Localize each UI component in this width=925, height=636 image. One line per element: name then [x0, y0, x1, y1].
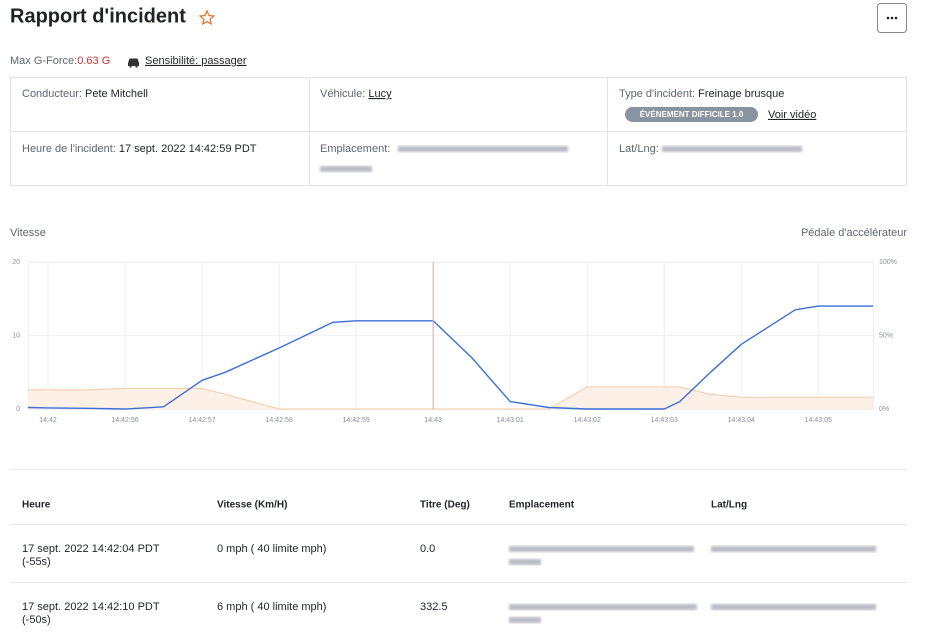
area — [28, 386, 873, 409]
x-tick-label: 14:42:56 — [111, 417, 138, 424]
gforce-label: Max G-Force: — [10, 55, 77, 67]
cell: 6 mph ( 40 limite mph) — [217, 601, 326, 613]
x-tick-label: 14:43:05 — [805, 417, 832, 424]
detail-label: Lat/Lng: — [619, 143, 659, 155]
cell: 0 mph ( 40 limite mph) — [217, 543, 326, 555]
vehicle-icon — [128, 58, 139, 68]
redactions — [509, 546, 876, 623]
x-tick-label: 14:42 — [39, 417, 57, 424]
details-grid — [10, 77, 907, 186]
detail-value: Freinage brusque — [698, 88, 784, 100]
page-title: Rapport d'incident — [10, 5, 186, 27]
redacted — [398, 146, 568, 152]
cell: 332.5 — [420, 601, 448, 613]
detail-label: Emplacement: — [320, 143, 390, 155]
column-header: Vitesse (Km/H) — [217, 500, 287, 511]
detail-value: Pete Mitchell — [85, 88, 148, 100]
x-tick-label: 14:42:59 — [343, 417, 370, 424]
y-axis-title: Vitesse — [10, 227, 46, 239]
column-header: Titre (Deg) — [420, 500, 470, 511]
cell: (-50s) — [22, 614, 51, 626]
cell: 17 sept. 2022 14:42:10 PDT — [22, 601, 160, 613]
y-tick-label: 10 — [12, 332, 20, 339]
redacted — [662, 146, 802, 152]
detail: Heure de l'incident: 17 sept. 2022 14:42… — [22, 143, 257, 155]
y-tick-label: 20 — [12, 259, 20, 266]
detail-label: Type d'incident: — [619, 88, 695, 100]
favorite-star[interactable] — [198, 9, 216, 26]
chart: 0 10 20 0% 50% 100% 14:42 14:42:56 14:42:57 14:42… — [12, 259, 897, 424]
detail: Véhicule: Lucy — [320, 88, 392, 100]
y-tick-label: 0 — [16, 406, 20, 413]
detail: Conducteur: Pete Mitchell — [22, 88, 148, 100]
table: Heure Vitesse (Km/H) Titre (Deg) Emplacemen… — [10, 500, 907, 626]
y2-tick-label: 100% — [879, 259, 897, 266]
badge-text: ÉVÉNEMENT DIFFICILE 1.0 — [640, 110, 744, 119]
badge — [625, 107, 758, 122]
sensitivity-link[interactable]: Sensibilité: passager — [145, 55, 247, 67]
x-tick-label: 14:43:02 — [574, 417, 601, 424]
column-header: Emplacement — [509, 500, 575, 511]
video-link[interactable]: Voir vidéo — [768, 109, 816, 121]
y2-tick-label: 0% — [879, 406, 889, 413]
line — [28, 386, 873, 410]
detail: Type d'incident: Freinage brusque — [619, 88, 784, 100]
x-tick-label: 14:42:58 — [265, 417, 292, 424]
x-tick-label: 14:43 — [424, 417, 442, 424]
y2-tick-label: 50% — [879, 332, 893, 339]
column-header: Lat/Lng — [711, 500, 747, 511]
redacted — [320, 166, 372, 172]
detail-value: 17 sept. 2022 14:42:59 PDT — [119, 143, 257, 155]
detail-label: Heure de l'incident: — [22, 143, 116, 155]
gforce: Max G-Force:0.63 G — [10, 55, 110, 67]
cell: 0.0 — [420, 543, 435, 555]
x-tick-label: 14:43:01 — [497, 417, 524, 424]
y2-axis-title: Pédale d'accélérateur — [801, 227, 907, 239]
x-tick-label: 14:43:03 — [651, 417, 678, 424]
x-tick-label: 14:43:04 — [728, 417, 755, 424]
detail-label: Véhicule: — [320, 88, 365, 100]
cell: 17 sept. 2022 14:42:04 PDT — [22, 543, 160, 555]
menu-button[interactable] — [877, 3, 907, 33]
vehicle-link[interactable]: Lucy — [368, 88, 392, 100]
column-header: Heure — [22, 500, 51, 511]
cell: (-55s) — [22, 556, 51, 568]
detail-label: Conducteur: — [22, 88, 82, 100]
line — [27, 305, 873, 410]
x-tick-label: 14:42:57 — [188, 417, 215, 424]
gforce-value: 0.63 G — [77, 55, 110, 67]
